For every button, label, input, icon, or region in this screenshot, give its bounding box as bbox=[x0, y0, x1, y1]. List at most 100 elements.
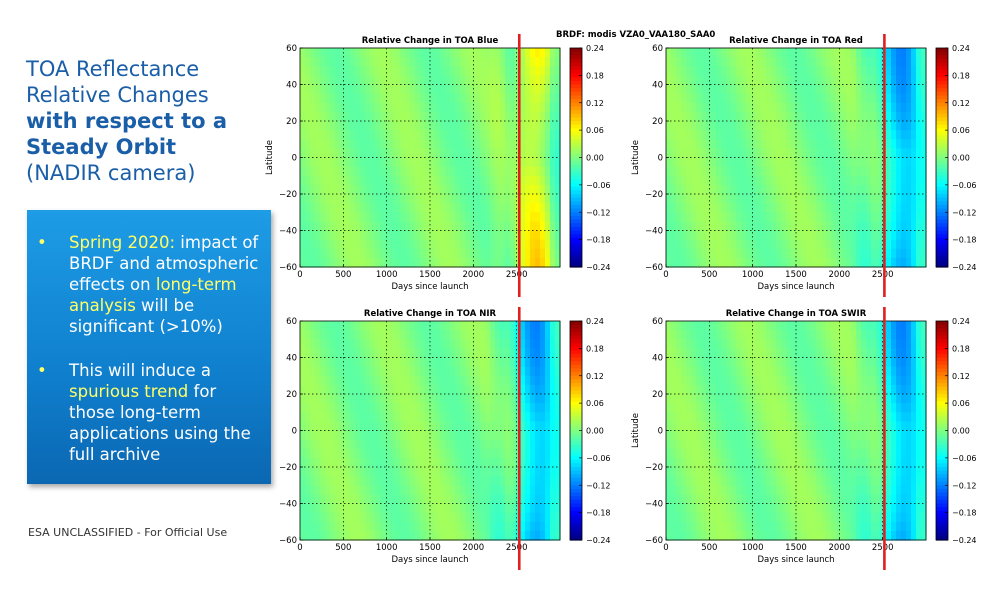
bullet-1-text-1: impact of BRDF and atmospheric effects o… bbox=[69, 233, 259, 294]
y-tick-label: −20 bbox=[279, 463, 297, 473]
y-tick-label: 20 bbox=[652, 390, 663, 400]
y-tick-label: 40 bbox=[652, 81, 663, 91]
colorbar-tick-label: 0.06 bbox=[586, 126, 604, 135]
grid bbox=[300, 321, 560, 540]
x-tick-label: 2000 bbox=[829, 270, 851, 280]
colorbar-tick-label: −0.06 bbox=[952, 454, 977, 463]
colorbar-tick-label: −0.18 bbox=[952, 236, 977, 245]
bullet-box: • Spring 2020: impact of BRDF and atmosp… bbox=[27, 210, 271, 484]
bullet-dot-icon: • bbox=[37, 233, 47, 252]
grid bbox=[300, 48, 560, 267]
grid bbox=[666, 321, 926, 540]
x-tick-label: 0 bbox=[663, 270, 668, 280]
x-tick-label: 0 bbox=[297, 543, 302, 553]
y-tick-label: 0 bbox=[292, 427, 297, 437]
y-tick-label: −40 bbox=[645, 500, 663, 510]
bullet-1-highlight-2: long-term analysis bbox=[69, 275, 237, 315]
heatmap-toa-red: Relative Change in TOA Red 0 500 1000 1500 20… bbox=[631, 34, 977, 297]
bullet-2-highlight-1: spurious trend bbox=[69, 382, 189, 401]
x-tick-label: 2500 bbox=[872, 270, 894, 280]
x-tick-label: 1000 bbox=[742, 543, 764, 553]
brdf-title: BRDF: modis VZA0_VAA180_SAA0 bbox=[556, 30, 716, 40]
colorbar-tick-label: 0.18 bbox=[952, 71, 970, 80]
classification-footer: ESA UNCLASSIFIED - For Official Use bbox=[28, 526, 228, 539]
x-tick-label: 0 bbox=[663, 543, 668, 553]
x-tick-label: 1500 bbox=[419, 270, 441, 280]
x-tick-label: 1000 bbox=[376, 543, 398, 553]
grid bbox=[666, 48, 926, 267]
bullet-1-text-2: will be significant (>10%) bbox=[69, 296, 223, 336]
x-tick-label: 2500 bbox=[506, 270, 528, 280]
x-tick-label: 2500 bbox=[872, 543, 894, 553]
colorbar-tick-label: −0.06 bbox=[586, 454, 611, 463]
y-tick-label: 20 bbox=[286, 390, 297, 400]
y-tick-label: −60 bbox=[279, 536, 297, 546]
colorbar-tick-label: 0.12 bbox=[952, 372, 970, 381]
heatmap-toa-nir: Relative Change in TOA NIR 0 500 1000 1500 20… bbox=[279, 307, 611, 570]
colorbar: 0.24 0.18 0.12 0.06 0.00 −0.06 −0.12 −0.18 −0.24 bbox=[569, 317, 611, 545]
heatmap-toa-swir: Relative Change in TOA SWIR 0 500 1000 1500 2… bbox=[631, 307, 977, 570]
colorbar-tick-label: −0.24 bbox=[586, 536, 611, 545]
colorbar: 0.24 0.18 0.12 0.06 0.00 −0.06 −0.12 −0.18 −0.24 bbox=[935, 317, 977, 545]
x-tick-label: 2000 bbox=[463, 270, 485, 280]
y-tick-label: 40 bbox=[286, 81, 297, 91]
heatmap-field bbox=[666, 321, 927, 541]
x-tick-label: 500 bbox=[701, 543, 717, 553]
x-tick-label: 1500 bbox=[785, 270, 807, 280]
y-tick-label: 60 bbox=[652, 317, 663, 327]
x-tick-label: 1500 bbox=[785, 543, 807, 553]
title-line-4: Steady Orbit bbox=[26, 135, 177, 159]
chart-title: Relative Change in TOA SWIR bbox=[726, 309, 867, 319]
slide-title: TOA Reflectance Relative Changes with re… bbox=[26, 56, 276, 186]
heatmap-toa-blue: Relative Change in TOA Blue 0 500 1000 1500 2… bbox=[265, 34, 611, 297]
y-tick-label: 60 bbox=[652, 44, 663, 54]
y-tick-label: 20 bbox=[652, 117, 663, 127]
y-tick-label: 40 bbox=[286, 354, 297, 364]
colorbar-tick-label: 0.06 bbox=[952, 399, 970, 408]
y-tick-label: −40 bbox=[279, 500, 297, 510]
x-tick-label: 2500 bbox=[506, 543, 528, 553]
x-tick-label: 1000 bbox=[376, 270, 398, 280]
x-tick-label: 500 bbox=[701, 270, 717, 280]
colorbar-tick-label: 0.06 bbox=[586, 399, 604, 408]
chart-title: Relative Change in TOA NIR bbox=[364, 309, 497, 319]
y-axis-label: Latitude bbox=[631, 140, 641, 175]
colorbar-tick-label: −0.24 bbox=[586, 263, 611, 272]
colorbar-tick-label: 0.12 bbox=[952, 99, 970, 108]
y-axis-label: Latitude bbox=[265, 140, 275, 175]
y-tick-label: 60 bbox=[286, 317, 297, 327]
colorbar-tick-label: −0.24 bbox=[952, 536, 977, 545]
x-tick-label: 2000 bbox=[829, 543, 851, 553]
x-tick-label: 500 bbox=[335, 543, 351, 553]
y-tick-label: 0 bbox=[292, 154, 297, 164]
colorbar-tick-label: −0.06 bbox=[586, 181, 611, 190]
colorbar-tick-label: −0.12 bbox=[586, 481, 611, 490]
y-tick-label: −20 bbox=[645, 463, 663, 473]
x-axis-label: Days since launch bbox=[391, 282, 468, 292]
chart-title: Relative Change in TOA Blue bbox=[362, 36, 499, 46]
y-tick-label: −40 bbox=[279, 227, 297, 237]
colorbar-tick-label: 0.00 bbox=[952, 427, 970, 436]
colorbar-tick-label: 0.18 bbox=[952, 344, 970, 353]
bullet-2: • This will induce a spurious trend for … bbox=[37, 360, 267, 465]
colorbar-tick-label: −0.18 bbox=[586, 509, 611, 518]
y-tick-label: 40 bbox=[652, 354, 663, 364]
x-tick-label: 0 bbox=[297, 270, 302, 280]
y-tick-label: 60 bbox=[286, 44, 297, 54]
colorbar-tick-label: −0.24 bbox=[952, 263, 977, 272]
colorbar-tick-label: 0.12 bbox=[586, 372, 604, 381]
y-tick-label: −60 bbox=[645, 263, 663, 273]
y-tick-label: −40 bbox=[645, 227, 663, 237]
colorbar-tick-label: 0.00 bbox=[586, 154, 604, 163]
y-tick-label: 0 bbox=[658, 154, 663, 164]
title-line-2: Relative Changes bbox=[26, 83, 209, 107]
bullet-2-text-0: This will induce a bbox=[69, 361, 212, 380]
heatmap-field bbox=[300, 48, 561, 268]
colorbar-tick-label: −0.12 bbox=[952, 208, 977, 217]
title-line-3: with respect to a bbox=[26, 109, 228, 133]
x-tick-label: 500 bbox=[335, 270, 351, 280]
colorbar-tick-label: 0.12 bbox=[586, 99, 604, 108]
y-tick-label: 20 bbox=[286, 117, 297, 127]
chart-title: Relative Change in TOA Red bbox=[729, 36, 863, 46]
title-line-5: (NADIR camera) bbox=[26, 161, 196, 185]
